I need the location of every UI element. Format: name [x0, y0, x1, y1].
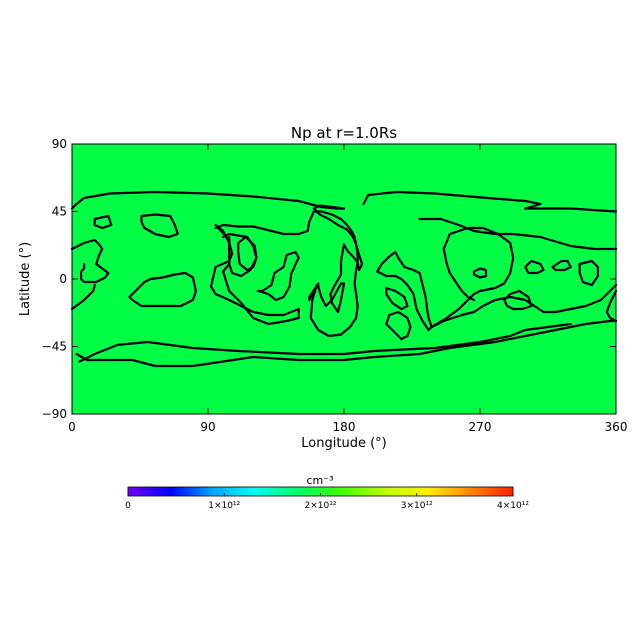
colorbar-tick-label: 0	[125, 501, 131, 511]
x-tick-label: 90	[200, 420, 215, 434]
contour-line-10	[256, 250, 300, 302]
contour-line-3	[70, 283, 96, 311]
plot-field	[72, 144, 616, 414]
colorbar-ticks: 0 1×10¹² 2×10¹² 3×10¹² 4×10¹²	[125, 493, 529, 511]
contour-line-17	[503, 289, 533, 311]
contour-line-15	[430, 226, 515, 329]
contour-line-9	[237, 235, 258, 272]
contour-line-22	[605, 289, 618, 323]
contour-line-12	[385, 286, 409, 311]
contour-line-11	[376, 250, 433, 332]
y-tick-label: 45	[52, 205, 67, 219]
y-tick-label: −45	[42, 340, 67, 354]
x-axis-label: Longitude (°)	[301, 436, 386, 451]
contour-line-8	[222, 232, 258, 278]
x-tick-label: 0	[68, 420, 76, 434]
x-tick-label: 360	[605, 420, 628, 434]
contour-line-23	[75, 319, 618, 368]
colorbar-tick-label: 2×10¹²	[305, 501, 337, 511]
contour-line-0	[70, 190, 364, 338]
contour-line-18	[524, 259, 545, 275]
y-axis-label: Latitude (°)	[18, 242, 33, 316]
contour-line-24	[78, 322, 572, 363]
contour-line-19	[551, 259, 572, 272]
x-tick-label: 270	[469, 420, 492, 434]
contour-line-6	[128, 271, 197, 308]
contour-lines	[70, 190, 618, 368]
x-tick-label: 180	[333, 420, 356, 434]
contour-line-14	[430, 283, 618, 329]
y-tick-label: 90	[52, 137, 67, 151]
colorbar-tick-label: 3×10¹²	[401, 501, 433, 511]
contour-line-4	[93, 214, 113, 230]
contour-line-13	[385, 310, 412, 341]
contour-line-16	[472, 267, 488, 279]
colorbar-tick-label: 4×10¹²	[497, 501, 529, 511]
y-tick-label: 0	[59, 272, 67, 286]
contour-line-5	[140, 213, 179, 239]
y-axis: 90 45 0 −45 −90	[42, 137, 616, 421]
contour-line-2	[70, 238, 110, 284]
chart-title: Np at r=1.0Rs	[291, 124, 397, 142]
colorbar-tick-label: 1×10¹²	[208, 501, 240, 511]
x-axis: 0 90 180 270 360	[68, 144, 627, 434]
contour-line-21	[418, 217, 618, 251]
contour-line-1	[362, 190, 618, 213]
y-tick-label: −90	[42, 407, 67, 421]
colorbar-label: cm⁻³	[307, 474, 334, 487]
contour-line-20	[578, 259, 599, 287]
